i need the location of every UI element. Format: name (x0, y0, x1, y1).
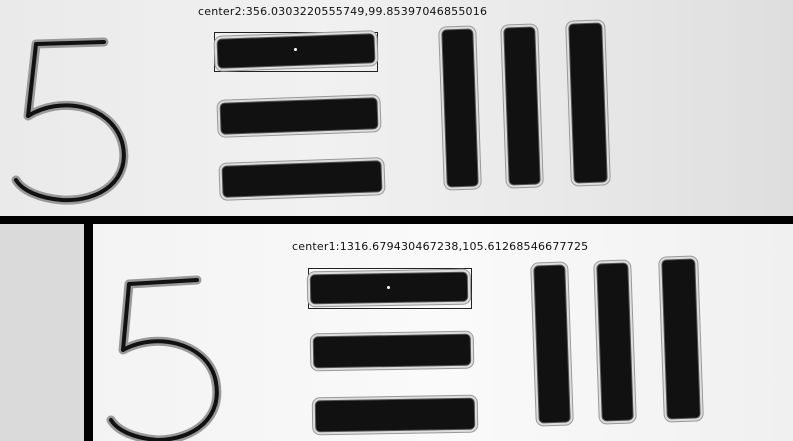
vertical-bar-3 (569, 23, 607, 183)
center-point (387, 286, 390, 289)
bottom-left-margin (0, 224, 84, 441)
vertical-bar-1 (534, 265, 570, 423)
digit-five-shape (106, 275, 222, 441)
bottom-camera-view: center1:1316.679430467238,105.6126854667… (93, 224, 793, 441)
horizontal-bar-3 (222, 161, 382, 197)
vertical-bar-2 (597, 263, 633, 421)
digit-five-shape (11, 37, 129, 205)
horizontal-bar-2 (220, 98, 378, 134)
detection-box (308, 268, 472, 309)
vertical-bar-2 (504, 27, 540, 185)
horizontal-bar-3 (315, 398, 475, 432)
horizontal-bar-1 (217, 34, 375, 68)
vertical-bar-3 (662, 259, 700, 419)
detection-box (214, 32, 378, 72)
top-camera-view: center2:356.0303220555749,99.85397046855… (0, 0, 793, 216)
center2-label: center2:356.0303220555749,99.85397046855… (198, 5, 488, 18)
center-point (294, 48, 297, 51)
center1-label: center1:1316.679430467238,105.6126854667… (292, 240, 589, 253)
horizontal-bar-2 (313, 334, 471, 368)
vertical-bar-1 (442, 29, 478, 187)
